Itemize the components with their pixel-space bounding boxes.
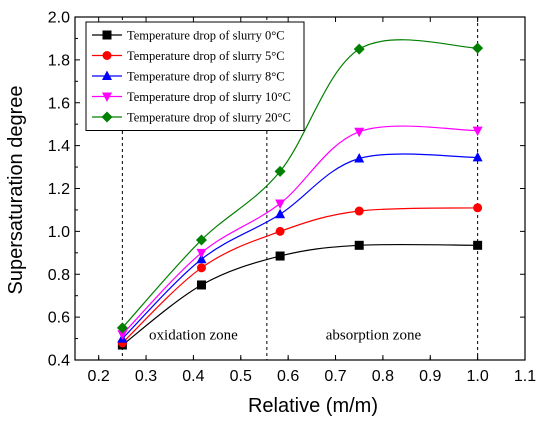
data-point — [196, 263, 206, 273]
x-axis: 0.2 0.3 0.4 0.5 0.6 0.7 0.8 0.9 1.0 1.1 — [88, 17, 536, 385]
y-tick-label: 0.8 — [48, 267, 70, 284]
x-tick-label: 0.2 — [88, 368, 110, 385]
zone-label: oxidation zone — [149, 327, 238, 343]
y-tick-label: 1.0 — [48, 224, 70, 241]
data-point — [472, 42, 484, 54]
data-point — [275, 199, 286, 210]
x-tick-label: 0.9 — [419, 368, 441, 385]
data-point — [275, 208, 286, 219]
data-point — [196, 248, 207, 259]
x-axis-title: Relative (m/m) — [248, 395, 378, 417]
annotations: oxidation zone absorption zone — [149, 327, 421, 343]
legend-item: Temperature drop of slurry 0°C — [92, 29, 285, 43]
y-tick-label: 2.0 — [48, 10, 70, 27]
data-point — [275, 251, 285, 261]
legend-label: Temperature drop of slurry 20°C — [127, 111, 291, 125]
series-line — [121, 207, 478, 344]
legend-item: Temperature drop of slurry 5°C — [92, 49, 285, 63]
data-point — [102, 51, 112, 60]
data-point — [195, 234, 207, 246]
series — [117, 125, 483, 340]
legend-label: Temperature drop of slurry 5°C — [127, 49, 285, 63]
data-point — [354, 127, 365, 138]
data-point — [354, 206, 364, 216]
legend-item: Temperature drop of slurry 8°C — [92, 70, 285, 84]
data-point — [472, 151, 483, 162]
x-tick-label: 0.5 — [230, 368, 252, 385]
series — [117, 151, 483, 343]
x-tick-label: 0.4 — [182, 368, 204, 385]
x-tick-label: 0.8 — [372, 368, 394, 385]
x-tick-label: 0.6 — [277, 368, 299, 385]
legend-label: Temperature drop of slurry 8°C — [127, 70, 285, 84]
y-tick-label: 1.2 — [48, 181, 70, 198]
series-line — [121, 153, 478, 339]
data-point — [354, 240, 364, 250]
y-tick-label: 1.8 — [48, 52, 70, 69]
data-point — [101, 111, 113, 123]
legend-label: Temperature drop of slurry 10°C — [127, 90, 291, 104]
data-point — [473, 203, 483, 213]
data-point — [274, 165, 286, 177]
x-tick-label: 1.1 — [514, 368, 536, 385]
y-axis-title: Supersaturation degree — [5, 85, 27, 294]
x-tick-label: 0.3 — [135, 368, 157, 385]
data-point — [275, 226, 285, 236]
y-tick-label: 0.4 — [48, 353, 70, 370]
data-point — [116, 322, 128, 334]
data-point — [102, 92, 112, 102]
data-point — [472, 126, 483, 137]
series — [116, 39, 484, 334]
data-point — [354, 152, 365, 163]
zone-label: absorption zone — [326, 327, 422, 343]
legend-item: Temperature drop of slurry 10°C — [92, 90, 291, 104]
x-tick-label: 1.0 — [467, 368, 489, 385]
data-point — [117, 330, 128, 340]
series — [117, 203, 483, 348]
legend: Temperature drop of slurry 0°C Temperatur… — [85, 21, 305, 131]
y-tick-label: 1.6 — [48, 95, 70, 112]
x-tick-label: 0.7 — [324, 368, 346, 385]
y-tick-label: 0.6 — [48, 310, 70, 327]
legend-item: Temperature drop of slurry 20°C — [92, 111, 291, 125]
series-line — [121, 39, 478, 329]
series-layer — [116, 39, 484, 350]
legend-box — [85, 21, 305, 131]
data-point — [196, 253, 207, 264]
y-axis: 0.4 0.6 0.8 1.0 1.2 1.4 1.6 1.8 2.0 — [48, 10, 525, 370]
data-point — [196, 280, 206, 290]
y-tick-label: 1.4 — [48, 138, 70, 155]
data-point — [102, 30, 112, 40]
legend-label: Temperature drop of slurry 0°C — [127, 29, 285, 43]
data-point — [353, 43, 365, 55]
data-point — [473, 240, 483, 250]
data-point — [102, 70, 112, 80]
